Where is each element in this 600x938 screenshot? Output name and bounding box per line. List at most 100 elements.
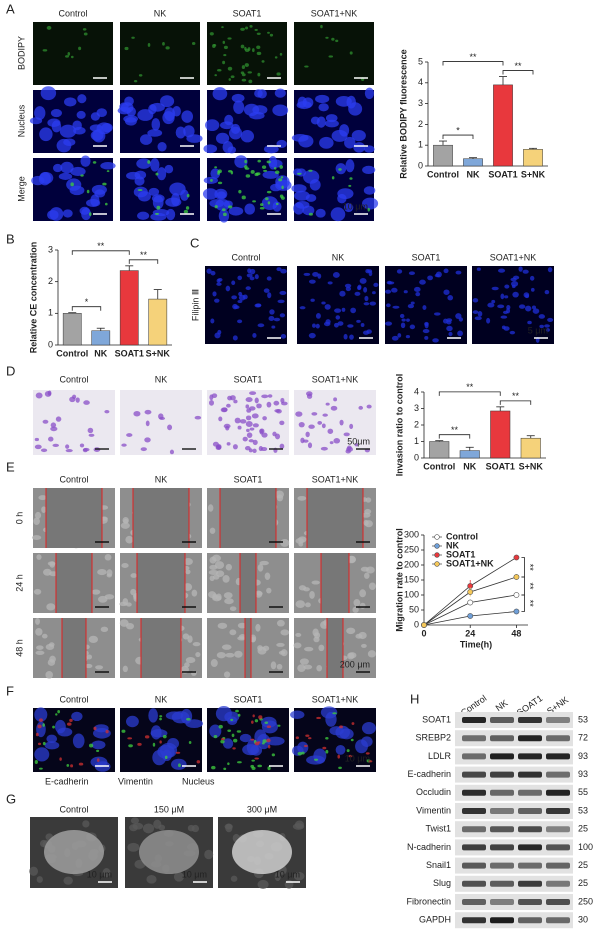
y-axis-label: Invasion ratio to control [394,374,404,477]
image-texture [130,573,138,578]
image-texture [267,31,270,34]
image-texture [102,868,111,878]
image-texture [245,174,251,178]
image-texture [338,168,342,171]
image-texture [52,163,63,173]
image-texture [29,866,39,876]
image-texture [276,72,281,76]
image-texture [191,42,196,46]
image-texture [137,189,143,192]
cell [232,830,292,874]
image-texture [196,760,201,764]
x-tick-label: 48 [511,628,521,638]
image-texture [410,301,415,305]
image-texture [332,712,337,715]
image-texture [363,186,376,195]
image-texture [487,302,495,308]
blot-band [462,808,486,814]
image-texture [162,111,175,125]
image-texture [50,109,62,118]
image-texture [162,734,167,739]
image-texture [100,516,108,521]
image-texture [446,325,453,332]
y-tick-label: 5 [418,56,423,66]
image-texture [224,114,234,126]
image-texture [261,165,267,169]
image-texture [223,423,231,429]
image-texture [325,736,329,740]
image-texture [241,65,246,70]
image-texture [62,209,73,218]
image-texture [63,876,73,885]
image-texture [242,436,248,442]
image-texture [245,26,249,30]
image-texture [247,71,252,74]
image-texture [232,444,238,450]
image-texture [47,118,61,128]
image-texture [254,757,259,760]
significance-bracket [442,134,474,140]
image-texture [263,288,270,293]
blot-band [490,917,514,924]
image-texture [248,439,254,443]
image-texture [278,178,283,182]
wound-gap [133,488,189,548]
image-texture [105,729,109,734]
column-header: SOAT1+NK [490,252,537,262]
image-texture [43,568,52,576]
image-texture [34,444,42,450]
protein-label: LDLR [428,751,452,761]
image-texture [314,632,321,639]
image-texture [344,136,356,149]
image-texture [229,395,236,401]
image-texture [71,711,83,722]
blot-band [462,753,486,760]
image-texture [183,209,189,214]
image-texture [331,129,348,142]
image-texture [295,736,300,740]
image-texture [41,633,48,639]
image-texture [267,292,272,299]
image-texture [121,562,129,569]
image-texture [348,754,353,758]
image-texture [298,421,305,428]
image-texture [139,134,153,145]
image-texture [448,331,453,337]
image-texture [233,399,238,404]
image-texture [245,421,253,427]
image-texture [165,711,184,720]
image-texture [137,109,154,121]
image-texture [34,747,50,762]
image-texture [354,291,361,296]
bar [490,410,511,459]
image-texture [498,268,506,273]
image-texture [34,511,42,519]
protein-label: Snail1 [426,860,451,870]
image-texture [346,95,356,109]
image-texture [232,335,238,341]
image-texture [497,304,505,309]
significance-bracket [499,400,532,405]
image-texture [181,110,194,123]
image-texture [101,123,113,133]
blot-band [462,826,486,833]
blot-band [490,808,514,814]
significance-label: * [456,125,460,135]
image-texture [308,212,313,216]
image-texture [234,417,241,424]
blot-band [462,917,486,924]
image-texture [173,872,185,882]
image-texture [169,182,186,196]
image-texture [259,429,264,435]
image-texture [308,169,313,172]
image-texture [244,48,250,53]
column-header: SOAT1+NK [311,8,358,18]
significance-label: ** [469,52,477,62]
image-texture [432,338,439,343]
image-texture [397,333,402,338]
y-tick-label: 1 [418,140,423,150]
image-texture [256,51,262,56]
stain-label: Vimentin [118,776,153,786]
image-texture [78,762,84,766]
blot-band [518,880,542,887]
